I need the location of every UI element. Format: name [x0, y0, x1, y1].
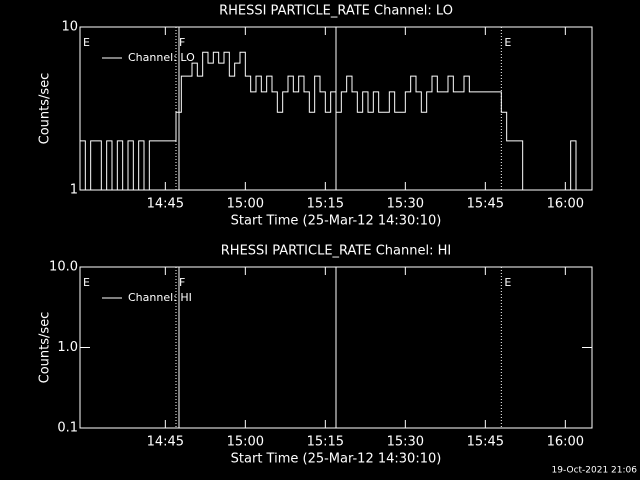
chart-title: RHESSI PARTICLE_RATE Channel: HI: [221, 244, 451, 259]
x-tick-label: 16:00: [547, 435, 584, 450]
y-tick-label: 10: [61, 20, 78, 35]
flag-label: F: [179, 276, 185, 289]
x-tick-label: 15:30: [387, 435, 424, 450]
x-tick-label: 15:15: [307, 435, 344, 450]
x-tick-label: 15:30: [387, 197, 424, 212]
x-tick-label: 15:45: [467, 197, 504, 212]
x-tick-label: 15:00: [227, 197, 264, 212]
flag-label: E: [504, 36, 511, 49]
chart-title: RHESSI PARTICLE_RATE Channel: LO: [219, 4, 453, 19]
y-tick-label: 1: [70, 183, 78, 198]
flag-label: E: [504, 276, 511, 289]
x-tick-label: 16:00: [547, 197, 584, 212]
x-axis-label: Start Time (25-Mar-12 14:30:10): [231, 452, 442, 467]
y-axis-label: Counts/sec: [38, 73, 53, 145]
legend-label: Channel: LO: [128, 51, 195, 64]
footer: 19-Oct-2021 21:06: [552, 466, 638, 476]
x-tick-label: 15:15: [307, 197, 344, 212]
flag-label: E: [83, 276, 90, 289]
x-tick-label: 15:00: [227, 435, 264, 450]
legend-label: Channel: HI: [128, 291, 192, 304]
x-tick-label: 14:45: [147, 197, 184, 212]
flag-label: E: [83, 36, 90, 49]
x-tick-label: 15:45: [467, 435, 504, 450]
y-axis-label: Counts/sec: [38, 312, 53, 384]
x-tick-label: 14:45: [147, 435, 184, 450]
y-tick-label: 10.0: [49, 260, 78, 275]
data-line: [80, 51, 592, 190]
y-tick-label: 0.1: [57, 421, 78, 436]
y-tick-label: 1.0: [57, 340, 78, 355]
flag-label: F: [179, 36, 185, 49]
x-axis-label: Start Time (25-Mar-12 14:30:10): [231, 214, 442, 229]
